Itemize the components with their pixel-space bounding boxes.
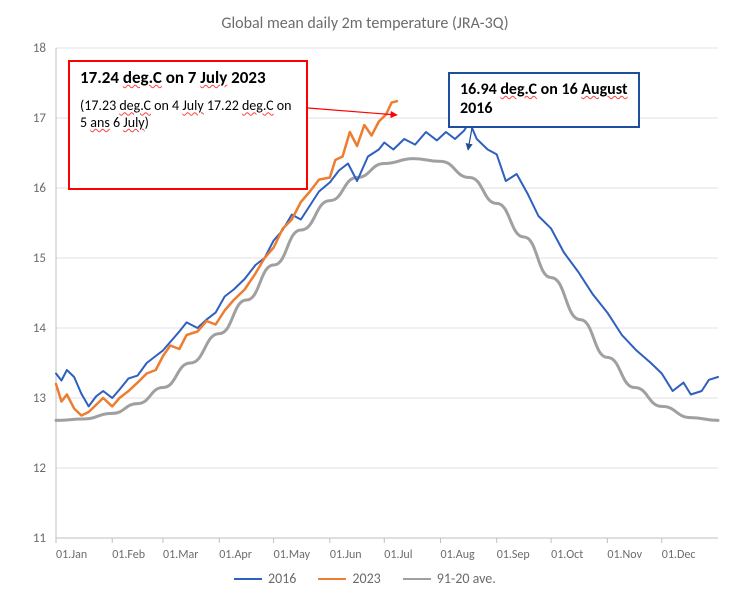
- legend-swatch: [403, 578, 431, 580]
- x-tick-label: 01.Aug: [441, 548, 476, 562]
- legend-label: 2023: [352, 570, 380, 587]
- callout-2023-title: 17.24 deg.C on 7 July 2023: [80, 68, 296, 88]
- callout-2016-peak: 16.94 deg.C on 16 August 2016: [448, 72, 640, 128]
- x-tick-label: 01.Apr: [219, 548, 252, 562]
- legend-label: 2016: [268, 570, 296, 587]
- legend-swatch: [318, 578, 346, 580]
- legend-swatch: [234, 578, 262, 580]
- arrow-2016: [468, 128, 472, 150]
- legend-item: 2016: [234, 570, 296, 587]
- y-tick-label: 14: [33, 321, 47, 336]
- x-tick-label: 01.Jun: [330, 548, 362, 562]
- x-tick-label: 01.Feb: [112, 548, 145, 562]
- y-tick-label: 18: [33, 41, 47, 56]
- legend-label: 91-20 ave.: [437, 570, 496, 587]
- callout-2023-sub: (17.23 deg.C on 4 July 17.22 deg.C on 5 …: [80, 98, 296, 132]
- y-tick-label: 16: [33, 181, 47, 196]
- y-tick-label: 15: [33, 251, 46, 266]
- legend: 2016 2023 91-20 ave.: [234, 570, 496, 587]
- y-tick-label: 17: [33, 111, 47, 126]
- legend-item: 2023: [318, 570, 380, 587]
- callout-2016-title: 16.94 deg.C on 16 August 2016: [460, 80, 628, 118]
- chart-title: Global mean daily 2m temperature (JRA-3Q…: [221, 14, 508, 33]
- y-tick-label: 13: [33, 391, 47, 406]
- arrow-2023: [308, 108, 397, 115]
- y-tick-label: 11: [33, 531, 46, 546]
- y-tick-label: 12: [33, 461, 47, 476]
- x-tick-label: 01.Oct: [551, 548, 583, 562]
- x-tick-label: 01.Dec: [662, 548, 696, 562]
- x-tick-label: 01.May: [274, 548, 311, 562]
- x-tick-label: 01.Jul: [384, 548, 412, 562]
- legend-item: 91-20 ave.: [403, 570, 496, 587]
- x-tick-label: 01.Sep: [497, 548, 530, 562]
- x-tick-label: 01.Jan: [56, 548, 87, 562]
- x-tick-label: 01.Nov: [607, 548, 642, 562]
- callout-2023-peak: 17.24 deg.C on 7 July 2023 (17.23 deg.C …: [68, 60, 308, 190]
- series-91-20-ave: [56, 159, 718, 421]
- x-tick-label: 01.Mar: [163, 548, 198, 562]
